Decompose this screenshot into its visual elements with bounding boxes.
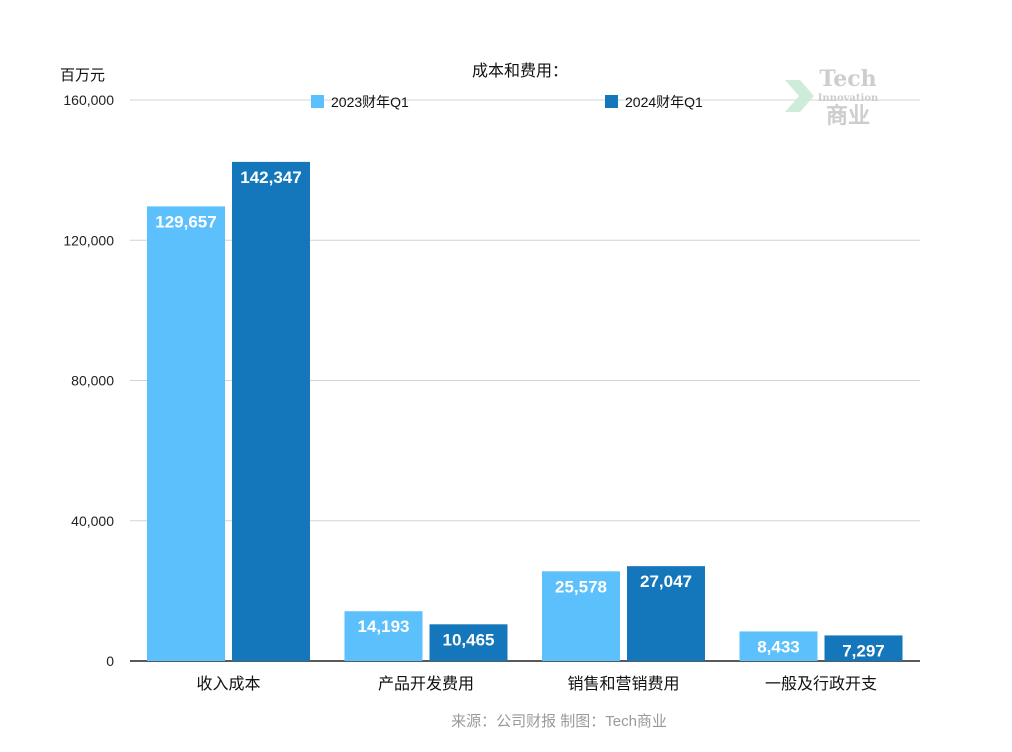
legend-label-2023: 2023财年Q1 (331, 94, 409, 110)
legend-swatch-2023 (311, 95, 324, 108)
bar (232, 161, 310, 662)
watermark-line3: 商业 (826, 103, 870, 129)
labels-layer: 0 40,000 80,000 120,000 160,000 129,657 142,34… (63, 92, 884, 693)
chevron-logo-icon (785, 80, 814, 112)
y-tick-label: 80,000 (71, 373, 114, 389)
bars-layer (147, 161, 903, 662)
x-tick-label: 一般及行政开支 (765, 675, 877, 693)
bar (429, 624, 508, 661)
chart-title: 成本和费用： (472, 62, 568, 80)
bar (542, 571, 620, 661)
y-tick-label: 120,000 (63, 232, 114, 248)
watermark-line2: Innovation (818, 93, 879, 104)
bar-value-label: 10,465 (443, 630, 495, 649)
x-tick-label: 产品开发费用 (378, 675, 474, 693)
bar-value-label: 7,297 (842, 641, 885, 660)
y-tick-label: 40,000 (71, 513, 114, 529)
bar-value-label: 14,193 (358, 617, 410, 636)
bar-value-label: 142,347 (240, 168, 301, 187)
bar (627, 566, 705, 661)
bar-value-label: 25,578 (555, 577, 607, 596)
x-tick-label: 销售和营销费用 (567, 675, 679, 693)
y-tick-label: 0 (106, 653, 114, 669)
bar (739, 631, 818, 661)
bar-value-label: 27,047 (640, 572, 692, 591)
y-tick-label: 160,000 (63, 92, 114, 108)
watermark-line1: Tech (819, 66, 876, 92)
bar-value-label: 129,657 (155, 212, 216, 231)
x-tick-label: 收入成本 (196, 675, 260, 693)
bar-value-label: 8,433 (757, 637, 800, 656)
legend: 2023财年Q1 2024财年Q1 (311, 94, 703, 110)
legend-swatch-2024 (605, 95, 618, 108)
legend-label-2024: 2024财年Q1 (625, 94, 703, 110)
bar (824, 635, 903, 661)
watermark-logo: Tech Innovation 商业 (785, 66, 879, 129)
y-axis-unit: 百万元 (60, 67, 105, 84)
bar (344, 611, 423, 661)
source-note: 来源：公司财报 制图：Tech商业 (451, 713, 667, 730)
bar (147, 206, 225, 661)
